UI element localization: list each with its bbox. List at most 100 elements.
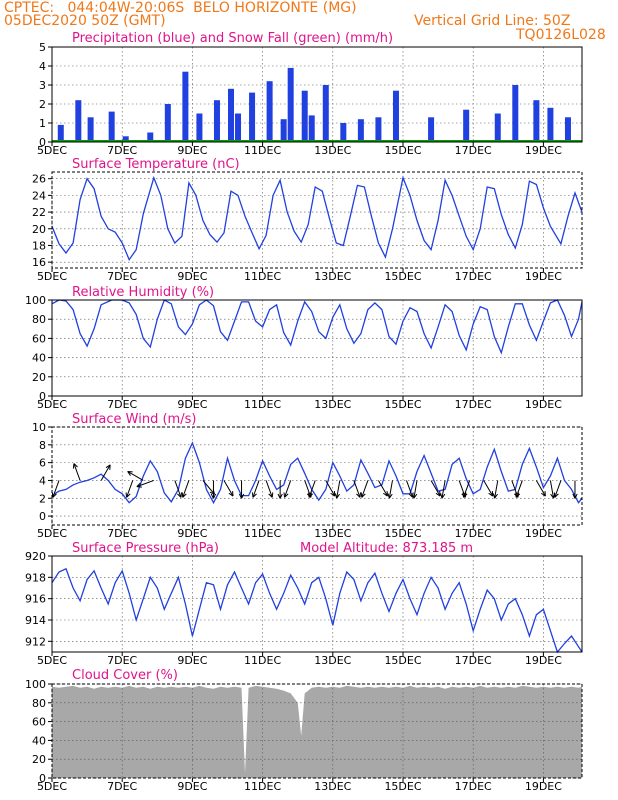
- wind-arrow: [377, 480, 388, 497]
- wind-arrow: [535, 480, 546, 497]
- wind-arrow: [283, 480, 292, 498]
- wind-arrow: [462, 480, 471, 498]
- cloud-cover-ytick-label: 60: [32, 716, 46, 729]
- humidity-xtick-label: 17DEC: [455, 398, 492, 411]
- pressure-xtick-label: 15DEC: [384, 654, 421, 667]
- wind-arrow: [277, 480, 283, 499]
- precipitation-panel: 0 1 2 3 4 5 5DEC 7DEC 9DEC 11DEC 13DEC 15DEC 17DEC 19…: [37, 31, 583, 157]
- pressure-ytick-label: 920: [25, 550, 46, 563]
- temperature-xtick-label: 9DEC: [177, 270, 207, 283]
- precipitation-ytick-label: 2: [39, 98, 46, 111]
- wind-arrow: [360, 480, 369, 498]
- wind-xtick-label: 17DEC: [455, 527, 492, 540]
- wind-arrow: [51, 480, 60, 498]
- precip-bar: [340, 123, 347, 142]
- precip-bar: [512, 85, 519, 142]
- cloud-cover-xtick-label: 17DEC: [455, 780, 492, 793]
- precipitation-title: Precipitation (blue) and Snow Fall (gree…: [72, 31, 393, 46]
- header-grid-note: Vertical Grid Line: 50Z: [414, 13, 571, 29]
- pressure-ytick-label: 918: [25, 571, 46, 584]
- cloud-cover-xtick-label: 15DEC: [384, 780, 421, 793]
- humidity-ytick-label: 20: [32, 371, 46, 384]
- wind-xtick-label: 5DEC: [37, 527, 67, 540]
- temperature-xtick-label: 15DEC: [384, 270, 421, 283]
- wind-arrow: [308, 480, 316, 498]
- humidity-xtick-label: 19DEC: [525, 398, 562, 411]
- precip-bar: [57, 124, 64, 142]
- wind-xtick-label: 19DEC: [525, 527, 562, 540]
- wind-xtick-label: 13DEC: [314, 527, 351, 540]
- wind-frame: [51, 426, 583, 526]
- humidity-xtick-label: 9DEC: [177, 398, 207, 411]
- humidity-ytick-label: 80: [32, 313, 46, 326]
- wind-arrow: [251, 480, 260, 498]
- precip-bar: [235, 113, 242, 142]
- pressure-xtick-label: 13DEC: [314, 654, 351, 667]
- wind-arrow: [334, 480, 341, 499]
- wind-arrow: [483, 480, 494, 497]
- precipitation-xtick-label: 9DEC: [177, 144, 207, 157]
- wind-title: Surface Wind (m/s): [72, 412, 196, 427]
- temperature-frame: [51, 171, 583, 269]
- precipitation-xtick-label: 15DEC: [384, 144, 421, 157]
- precip-bar: [147, 132, 154, 142]
- precip-bar: [108, 111, 115, 142]
- pressure-ytick-label: 912: [25, 635, 46, 648]
- precipitation-frame: [51, 46, 583, 143]
- wind-xtick-label: 11DEC: [244, 527, 281, 540]
- model-altitude-label: Model Altitude: 873.185 m: [300, 541, 473, 556]
- pressure-xtick-label: 17DEC: [455, 654, 492, 667]
- precip-bar: [494, 113, 501, 142]
- precipitation-xtick-label: 13DEC: [314, 144, 351, 157]
- precipitation-ytick-label: 1: [39, 117, 46, 130]
- precip-bar: [375, 117, 382, 142]
- precipitation-ytick-label: 3: [39, 79, 46, 92]
- wind-arrow: [202, 480, 215, 495]
- pressure-frame: [51, 555, 583, 653]
- wind-arrow: [353, 480, 362, 498]
- pressure-xtick-label: 19DEC: [525, 654, 562, 667]
- precip-bar: [182, 71, 189, 142]
- temperature-title: Surface Temperature (nC): [72, 157, 240, 172]
- wind-ytick-label: 8: [39, 439, 46, 452]
- precip-bar: [249, 92, 256, 142]
- wind-arrow: [181, 480, 190, 498]
- cloud-cover-frame: [51, 683, 583, 779]
- cloud-cover-xtick-label: 9DEC: [177, 780, 207, 793]
- temperature-xtick-label: 17DEC: [455, 270, 492, 283]
- temperature-ytick-label: 26: [32, 173, 46, 186]
- precip-bar: [87, 117, 94, 142]
- precip-bar: [213, 100, 220, 142]
- wind-ytick-label: 6: [39, 457, 46, 470]
- pressure-xtick-label: 11DEC: [244, 654, 281, 667]
- header-code: TQ0126L028: [516, 27, 606, 43]
- precip-bar: [428, 117, 435, 142]
- cloud-cover-ytick-label: 40: [32, 734, 46, 747]
- wind-ytick-label: 4: [39, 474, 46, 487]
- cloud-cover-xtick-label: 11DEC: [244, 780, 281, 793]
- precip-bar: [280, 119, 287, 142]
- cloud-cover-panel: 0 20 40 60 80 100 5DEC 7DEC 9DEC 11DEC 13DEC 15DEC 1…: [25, 668, 583, 793]
- wind-arrow: [174, 480, 183, 498]
- precip-bar: [322, 85, 329, 142]
- precipitation-xtick-label: 5DEC: [37, 144, 67, 157]
- humidity-xtick-label: 5DEC: [37, 398, 67, 411]
- precipitation-ytick-label: 5: [39, 41, 46, 54]
- wind-ytick-label: 2: [39, 492, 46, 505]
- pressure-panel: 912 914 916 918 920 5DEC 7DEC 9DEC 11DEC 13DEC 15D…: [25, 541, 583, 667]
- wind-ytick-label: 10: [32, 421, 46, 434]
- precip-bar: [392, 90, 399, 142]
- temperature-ytick-label: 20: [32, 223, 46, 236]
- wind-arrow: [136, 479, 154, 488]
- wind-arrow: [210, 480, 217, 499]
- pressure-ytick-label: 916: [25, 593, 46, 606]
- wind-xtick-label: 15DEC: [384, 527, 421, 540]
- temperature-xtick-label: 5DEC: [37, 270, 67, 283]
- wind-arrow: [127, 470, 144, 481]
- temperature-xtick-label: 11DEC: [244, 270, 281, 283]
- temperature-panel: 16 18 20 22 24 26 5DEC 7DEC 9DEC 11DEC 13DEC 15DEC 1…: [32, 157, 583, 283]
- temperature-xtick-label: 7DEC: [107, 270, 137, 283]
- temperature-line: [51, 175, 583, 262]
- precipitation-xtick-label: 17DEC: [455, 144, 492, 157]
- pressure-title: Surface Pressure (hPa): [72, 541, 219, 556]
